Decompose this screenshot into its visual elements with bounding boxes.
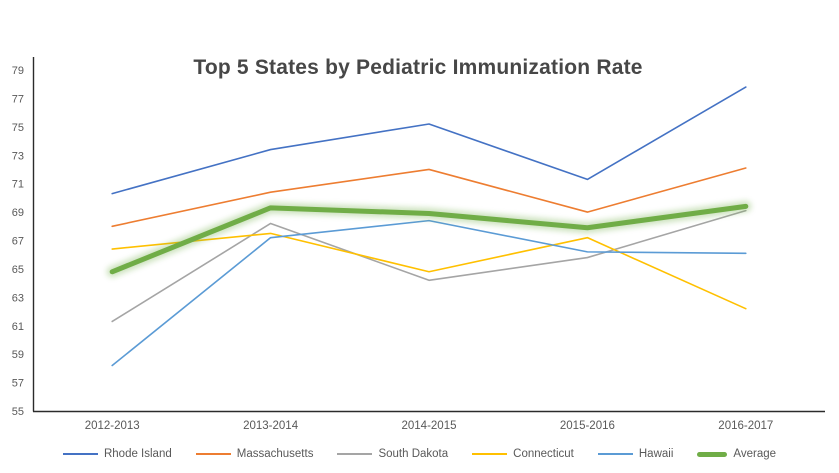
- series-line-massachusetts[interactable]: [111, 167, 747, 228]
- y-axis-tick-label: 63: [12, 292, 24, 304]
- legend-item-massachusetts[interactable]: Massachusetts: [195, 448, 314, 460]
- legend-item-connecticut[interactable]: Connecticut: [472, 448, 574, 460]
- series-line-hawaii[interactable]: [111, 219, 747, 367]
- legend-label: Average: [733, 448, 777, 460]
- y-axis-tick-label: 67: [12, 236, 24, 248]
- legend-label: Connecticut: [513, 448, 574, 460]
- legend-label: South Dakota: [378, 448, 449, 460]
- chart-title: Top 5 States by Pediatric Immunization R…: [193, 56, 643, 79]
- legend-swatch-massachusetts: [195, 453, 231, 455]
- legend-swatch-south-dakota: [337, 453, 373, 455]
- x-axis-tick-label: 2013-2014: [243, 420, 299, 432]
- y-axis-tick-label: 65: [12, 264, 24, 276]
- y-axis-tick-label: 55: [12, 406, 24, 418]
- y-axis-tick-label: 79: [12, 65, 24, 77]
- legend-swatch-average: [697, 451, 728, 457]
- legend-swatch-hawaii: [597, 453, 633, 455]
- legend-swatch-rhode-island: [62, 453, 98, 455]
- y-axis-tick-label: 57: [12, 378, 24, 390]
- legend-item-average[interactable]: Average: [697, 448, 776, 460]
- legend-label: Hawaii: [638, 448, 674, 460]
- x-axis-tick-label: 2016-2017: [718, 420, 773, 432]
- legend-item-rhode-island[interactable]: Rhode Island: [62, 448, 172, 460]
- x-axis-tick-label: 2015-2016: [560, 420, 615, 432]
- y-axis-tick-label: 71: [12, 179, 24, 191]
- legend-item-south-dakota[interactable]: South Dakota: [337, 448, 448, 460]
- chart-legend: Rhode Island Massachusetts South Dakota Con…: [0, 444, 839, 464]
- series-line-average[interactable]: [109, 203, 749, 275]
- x-axis-tick-label: 2012-2013: [85, 420, 140, 432]
- y-axis-tick-label: 77: [12, 93, 24, 105]
- series-line-rhode-island[interactable]: [111, 86, 747, 195]
- y-axis-tick-label: 59: [12, 349, 24, 361]
- legend-label: Massachusetts: [236, 448, 314, 460]
- series-line-south-dakota[interactable]: [111, 209, 747, 323]
- y-axis-tick-label: 73: [12, 150, 24, 162]
- series-line-connecticut[interactable]: [111, 232, 747, 310]
- legend-item-hawaii[interactable]: Hawaii: [597, 448, 674, 460]
- legend-swatch-connecticut: [472, 453, 508, 455]
- y-axis-tick-label: 61: [12, 321, 24, 333]
- legend-label: Rhode Island: [103, 448, 172, 460]
- y-axis-tick-label: 69: [12, 207, 24, 219]
- y-axis-tick-label: 75: [12, 122, 24, 134]
- x-axis-tick-label: 2014-2015: [402, 420, 457, 432]
